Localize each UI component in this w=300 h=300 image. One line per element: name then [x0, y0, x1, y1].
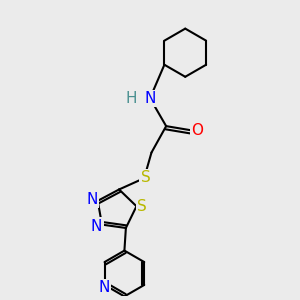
Text: H: H — [125, 91, 137, 106]
Text: N: N — [87, 192, 98, 207]
Text: O: O — [191, 123, 203, 138]
Text: N: N — [144, 91, 156, 106]
Text: N: N — [99, 280, 110, 296]
Text: S: S — [137, 199, 147, 214]
Text: N: N — [91, 219, 102, 234]
Text: S: S — [141, 170, 151, 185]
